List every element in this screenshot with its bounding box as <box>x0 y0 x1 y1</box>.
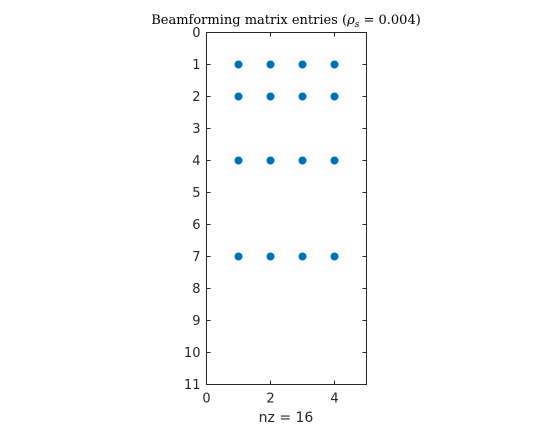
data-point <box>266 252 275 261</box>
y-tick-label: 0 <box>192 26 200 41</box>
y-tick-label: 10 <box>184 346 201 361</box>
data-point <box>330 60 339 69</box>
data-point <box>234 92 243 101</box>
y-tick-label: 2 <box>192 90 200 105</box>
x-tick-label: 0 <box>202 392 210 407</box>
data-point <box>234 156 243 165</box>
data-point <box>330 252 339 261</box>
x-axis-label: nz = 16 <box>259 410 314 426</box>
data-point <box>234 60 243 69</box>
data-point <box>266 156 275 165</box>
data-points <box>234 60 339 261</box>
data-point <box>330 92 339 101</box>
data-point <box>266 92 275 101</box>
plot-area <box>206 32 367 385</box>
x-tick-label: 2 <box>266 392 274 407</box>
data-point <box>298 252 307 261</box>
y-tick-label: 9 <box>192 314 200 329</box>
data-point <box>330 156 339 165</box>
data-point <box>298 60 307 69</box>
chart-title: Beamforming matrix entries (ρs = 0.004) <box>151 13 421 30</box>
y-tick-label: 1 <box>192 58 200 73</box>
y-axis: 0 1 2 3 4 5 6 7 8 9 10 11 <box>184 26 367 393</box>
y-tick-label: 5 <box>192 186 200 201</box>
y-tick-label: 6 <box>192 218 200 233</box>
y-tick-label: 4 <box>192 154 200 169</box>
data-point <box>298 156 307 165</box>
x-tick-label: 4 <box>330 392 338 407</box>
y-tick-label: 7 <box>192 250 200 265</box>
y-tick-label: 3 <box>192 122 200 137</box>
data-point <box>266 60 275 69</box>
x-axis: 0 2 4 <box>202 32 339 407</box>
y-tick-label: 8 <box>192 282 200 297</box>
y-tick-label: 11 <box>184 378 201 393</box>
data-point <box>298 92 307 101</box>
data-point <box>234 252 243 261</box>
